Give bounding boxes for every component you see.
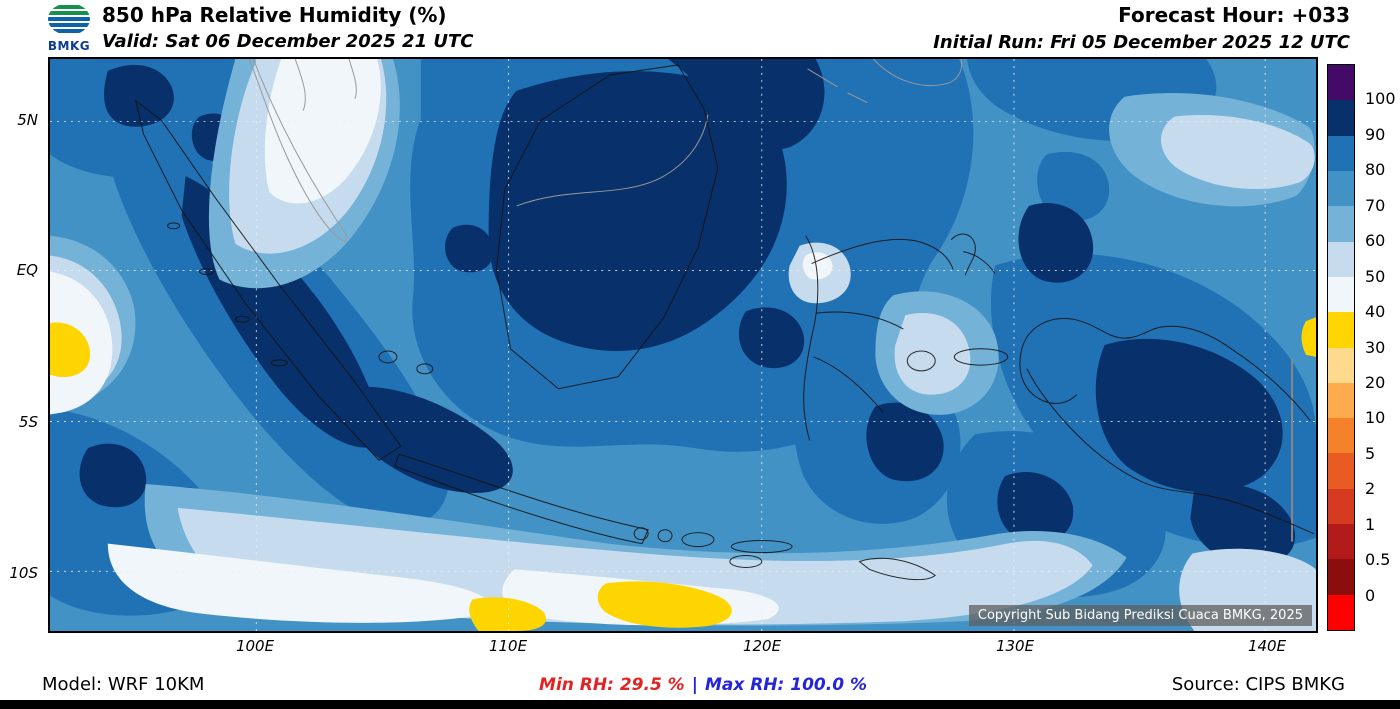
bottom-strip: [0, 700, 1400, 709]
colorbar-segment: [1328, 347, 1354, 383]
colorbar-tick-label: 60: [1365, 231, 1386, 250]
min-rh-label: Min RH: 29.5 %: [539, 675, 685, 695]
colorbar-tick-label: 90: [1365, 125, 1386, 144]
bmkg-logo-icon: [48, 3, 90, 35]
map-frame: Copyright Sub Bidang Prediksi Cuaca BMKG…: [48, 57, 1318, 633]
colorbar-bar: [1327, 64, 1355, 631]
gray-coastlines-layer: [248, 59, 963, 243]
colorbar-segment: [1328, 170, 1354, 207]
colorbar-segment: [1328, 453, 1354, 489]
colorbar-tick-label: 50: [1365, 267, 1386, 286]
colorbar-tick-label: 30: [1365, 338, 1386, 357]
header-right-block: Forecast Hour: +033 Initial Run: Fri 05 …: [933, 3, 1350, 53]
colorbar-segment: [1328, 276, 1354, 313]
max-rh-label: Max RH: 100.0 %: [704, 675, 867, 695]
model-label: Model: WRF 10KM: [42, 674, 205, 695]
contour-fill-30-40: [50, 317, 1316, 631]
x-tick-label: 130E: [995, 637, 1035, 655]
page-title: 850 hPa Relative Humidity (%): [102, 3, 447, 27]
colorbar-segment: [1328, 382, 1354, 419]
minmax-separator: |: [691, 675, 698, 695]
humidity-map: [50, 59, 1316, 631]
y-axis-ticks: 5N EQ 5S 10S: [0, 57, 42, 633]
source-label: Source: CIPS BMKG: [1171, 674, 1345, 695]
colorbar-segment: [1328, 524, 1354, 560]
y-tick-label: 10S: [9, 564, 38, 582]
colorbar-tick-label: 1: [1365, 515, 1376, 534]
bmkg-logo-text: BMKG: [47, 39, 91, 53]
gridlines-layer: [50, 59, 1316, 631]
y-tick-label: 5S: [18, 413, 38, 431]
x-tick-label: 120E: [742, 637, 782, 655]
colorbar-segment: [1328, 65, 1354, 101]
colorbar-tick-label: 80: [1365, 160, 1386, 179]
y-tick-label: 5N: [17, 111, 38, 129]
colorbar-segment: [1328, 312, 1354, 348]
forecast-hour-label: Forecast Hour: +033: [1118, 3, 1350, 27]
colorbar-tick-label: 5: [1365, 444, 1376, 463]
colorbar-segment: [1328, 206, 1354, 242]
colorbar-segment: [1328, 241, 1354, 277]
y-tick-label: EQ: [16, 261, 38, 279]
colorbar-segment: [1328, 100, 1354, 136]
colorbar-segment: [1328, 559, 1354, 595]
colorbar-tick-label: 100: [1365, 89, 1396, 108]
colorbar-tick-label: 0.5: [1365, 550, 1391, 569]
colorbar-tick-label: 20: [1365, 373, 1386, 392]
valid-time-label: Valid: Sat 06 December 2025 21 UTC: [102, 31, 474, 52]
colorbar-tick-label: 70: [1365, 196, 1386, 215]
colorbar-segment: [1328, 135, 1354, 171]
initial-run-label: Initial Run: Fri 05 December 2025 12 UTC: [933, 32, 1350, 53]
rh-minmax-block: Min RH: 29.5 % | Max RH: 100.0 %: [539, 675, 867, 695]
colorbar-segment: [1328, 488, 1354, 525]
colorbar-tick-label: 40: [1365, 302, 1386, 321]
x-tick-label: 140E: [1247, 637, 1287, 655]
colorbar-tick-label: 10: [1365, 408, 1386, 427]
colorbar-tick-label: 0: [1365, 586, 1376, 605]
bmkg-logo: BMKG: [42, 2, 96, 53]
colorbar-tick-label: 2: [1365, 479, 1376, 498]
copyright-overlay: Copyright Sub Bidang Prediksi Cuaca BMKG…: [968, 605, 1312, 626]
contour-fill-90-100: [79, 59, 1296, 566]
x-tick-label: 100E: [235, 637, 275, 655]
x-axis-ticks: 100E 110E 120E 130E 140E: [48, 637, 1318, 657]
x-tick-label: 110E: [488, 637, 528, 655]
coastlines-layer: [134, 64, 1315, 581]
colorbar-segment: [1328, 418, 1354, 454]
colorbar: 100 90 80 70 60 50 40 30 20 10 5 2 1 0.5 0: [1327, 64, 1399, 631]
colorbar-labels: 100 90 80 70 60 50 40 30 20 10 5 2 1 0.5 0: [1327, 64, 1399, 631]
colorbar-segment: [1328, 594, 1354, 630]
